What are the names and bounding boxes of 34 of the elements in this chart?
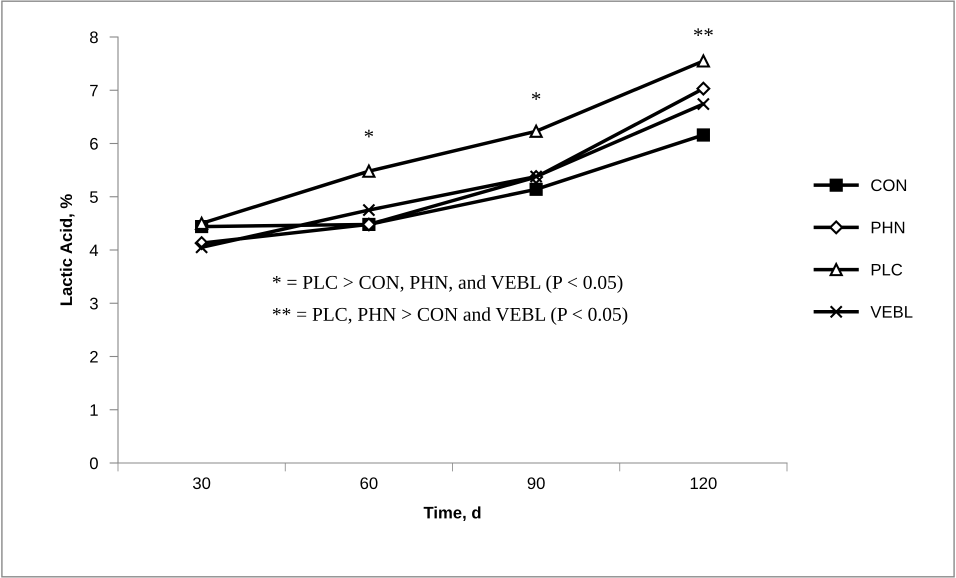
point	[696, 97, 710, 111]
legend-label: PHN	[872, 222, 904, 234]
y-tick-label: 7	[90, 84, 98, 96]
x-tick-label: 30	[192, 477, 210, 490]
legend-label: CON	[871, 179, 906, 192]
x-tick-label: 90	[528, 477, 545, 490]
annotation: *	[532, 92, 540, 100]
x-tick-label: 120	[690, 477, 717, 490]
y-tick-label: 6	[90, 138, 98, 150]
text: **	[694, 28, 713, 36]
annotation: ** = PLC, PHN > CON and VEBL (P < 0.05)	[272, 307, 628, 325]
point	[530, 182, 543, 196]
y-tick-label: 2	[90, 350, 98, 363]
point	[696, 82, 710, 96]
y-tick-label: 4	[90, 244, 98, 256]
annotation: *	[364, 130, 374, 138]
point	[195, 240, 208, 254]
y-tick-label: 3	[90, 298, 98, 310]
y-tick-label: 1	[90, 404, 98, 416]
x-axis-title: Time, d	[424, 506, 480, 521]
legend-label: PLC	[872, 264, 902, 276]
legend-label: VEBL	[870, 306, 912, 318]
point	[696, 128, 710, 142]
point	[696, 54, 710, 68]
x-tick-label: 60	[360, 477, 378, 490]
point	[362, 164, 376, 178]
y-axis-title: Lactic Acid, %	[60, 194, 75, 306]
point	[362, 203, 376, 217]
point	[530, 124, 543, 138]
annotation: * = PLC > CON, PHN, and VEBL (P < 0.05)	[272, 275, 622, 293]
y-tick-label: 5	[90, 191, 98, 203]
point	[195, 216, 208, 230]
y-tick-label: 8	[90, 31, 98, 44]
y-tick-label: 0	[90, 457, 98, 470]
